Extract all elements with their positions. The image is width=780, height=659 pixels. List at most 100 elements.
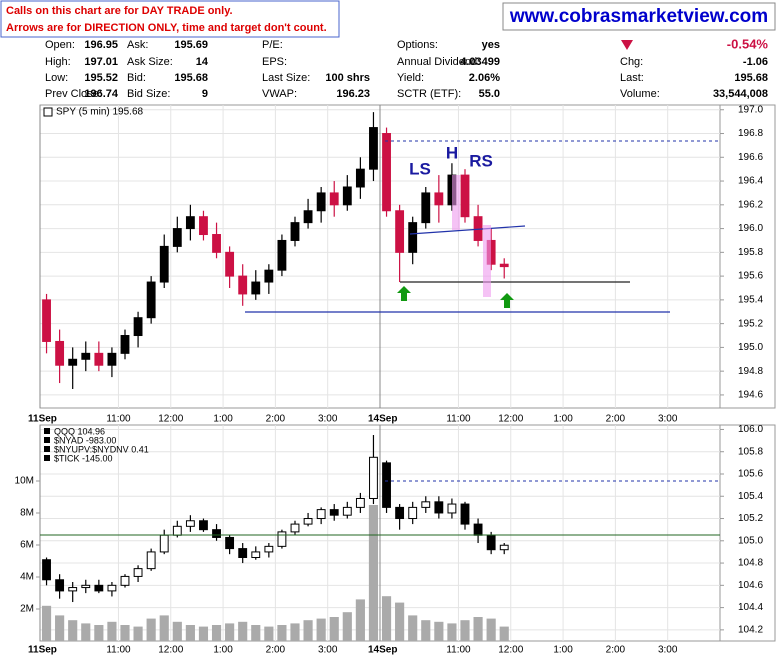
- panel-frame: [39, 424, 776, 642]
- candle-body: [329, 192, 339, 206]
- volume-bar: [185, 625, 195, 641]
- quote-label: P/E:: [262, 39, 283, 51]
- y-tick-label: 194.8: [738, 366, 763, 377]
- volume-bar: [133, 626, 143, 641]
- y-tick-label: 104.6: [738, 580, 763, 591]
- legend-icon: [44, 437, 50, 443]
- quote-value: yes: [482, 39, 500, 51]
- volume-bar: [251, 625, 261, 641]
- volume-bar: [81, 623, 91, 641]
- candle-body: [316, 509, 326, 520]
- notice-box: [0, 0, 340, 38]
- volume-bar: [473, 617, 483, 641]
- candle-body: [212, 234, 221, 253]
- legend-entry: QQQ 104.96: [54, 426, 105, 436]
- y-tick-label: 104.8: [738, 558, 763, 569]
- quote-label: Open:: [45, 39, 75, 51]
- candle-body: [369, 127, 378, 170]
- volume-bar: [368, 505, 379, 641]
- candle-body: [238, 275, 248, 295]
- y-tick-label: 105.6: [738, 469, 763, 480]
- candle-body: [395, 506, 405, 520]
- highlight: [483, 225, 491, 297]
- candle-body: [238, 548, 248, 558]
- y-tick-label: 196.4: [738, 176, 763, 187]
- candle-body: [199, 216, 208, 236]
- y2-tick-label: 10M: [15, 476, 34, 487]
- website: www.cobrasmarketview.com: [509, 6, 768, 27]
- candle-body: [133, 568, 143, 577]
- quote-value: -1.06: [743, 56, 768, 68]
- title-icon: [43, 107, 53, 117]
- candle-body: [460, 503, 470, 525]
- candle-body: [146, 551, 156, 570]
- candle-body: [486, 534, 496, 551]
- legend-entry: $NYUPV:$NYDNV 0.41: [54, 444, 149, 454]
- candle-body: [55, 340, 65, 366]
- y-tick-label: 104.2: [738, 625, 763, 636]
- neckline: [409, 225, 526, 235]
- candle-body: [146, 281, 156, 319]
- pattern-label: LS: [409, 159, 431, 178]
- candle-body: [382, 462, 391, 508]
- candle-body: [159, 534, 169, 553]
- y2-tick-label: 6M: [20, 540, 34, 551]
- x-tick-label: 11:00: [106, 645, 131, 656]
- volume-bar: [329, 617, 339, 641]
- candle-body: [277, 239, 287, 271]
- panel-frame: [39, 104, 776, 409]
- candle-body: [395, 210, 405, 253]
- quote-value: 197.01: [84, 56, 118, 68]
- quote-label: VWAP:: [262, 88, 297, 100]
- volume-bar: [55, 615, 65, 641]
- candle-body: [473, 523, 483, 536]
- candle-body: [382, 133, 391, 212]
- quote-label: Bid:: [127, 72, 146, 84]
- quote-value: 196.23: [336, 88, 370, 100]
- y2-tick-label: 8M: [20, 508, 34, 519]
- candle-body: [434, 192, 444, 206]
- legend-entry: $NYAD -983.00: [54, 435, 116, 445]
- candle-body: [342, 506, 352, 516]
- x-tick-label: 12:00: [158, 414, 183, 425]
- candle-body: [264, 269, 274, 283]
- quote-value: 196.74: [84, 88, 119, 100]
- candle-body: [133, 317, 143, 337]
- y-tick-label: 106.0: [738, 424, 763, 435]
- candle-body: [107, 352, 117, 366]
- candle-body: [55, 579, 65, 592]
- y-tick-label: 196.0: [738, 223, 763, 234]
- candle-body: [329, 509, 339, 516]
- x-tick-label: 1:00: [553, 414, 573, 425]
- y-tick-label: 194.6: [738, 390, 763, 401]
- volume-bar: [68, 620, 78, 641]
- candle-body: [225, 251, 235, 277]
- up-arrow: [500, 293, 514, 308]
- volume-bar: [421, 620, 431, 641]
- candle-body: [316, 192, 326, 212]
- candle-body: [460, 174, 470, 218]
- quote-value: 195.69: [174, 39, 208, 51]
- change-percent: -0.54%: [727, 36, 769, 51]
- quote-label: Last Size:: [262, 72, 310, 84]
- x-tick-label: 11Sep: [28, 414, 57, 425]
- volume-bar: [238, 621, 248, 641]
- candle-body: [303, 518, 313, 525]
- quote-value: 14: [196, 56, 209, 68]
- quote-value: 9: [202, 88, 208, 100]
- candle-body: [421, 192, 431, 224]
- x-tick-label: 12:00: [498, 645, 523, 656]
- candle-body: [42, 299, 51, 342]
- quote-label: Chg:: [620, 56, 643, 68]
- volume-bar: [342, 612, 352, 641]
- x-tick-label: 3:00: [658, 645, 678, 656]
- candle-body: [94, 352, 104, 366]
- candle-body: [408, 506, 418, 520]
- y-tick-label: 196.8: [738, 128, 763, 139]
- candle-body: [94, 584, 104, 592]
- y-tick-label: 105.2: [738, 513, 763, 524]
- candle-body: [120, 575, 130, 586]
- quote-label: Ask Size:: [127, 56, 173, 68]
- up-arrow: [397, 286, 411, 301]
